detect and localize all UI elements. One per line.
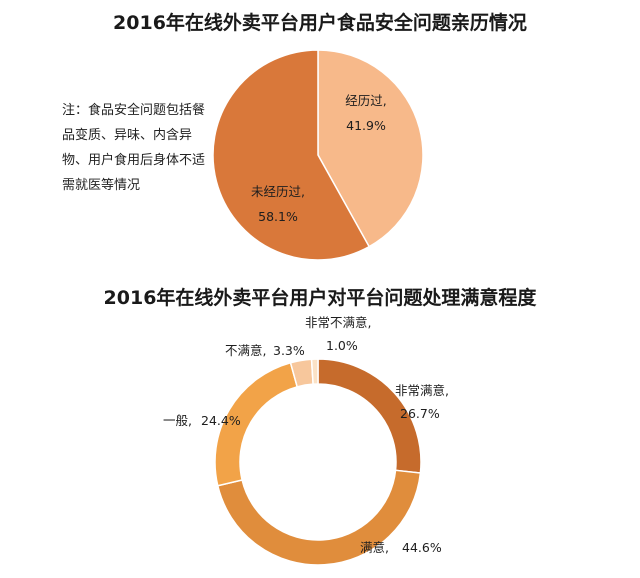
donut-value-2: 24.4% [201, 413, 241, 428]
donut-label-0: 非常满意, [395, 383, 449, 398]
donut-label-3: 不满意, [225, 343, 266, 358]
pie-slice-label-0: 经历过, [345, 93, 386, 108]
pie-slice-0 [317, 49, 424, 248]
pie-slice-1 [212, 49, 371, 261]
donut-value-0: 26.7% [400, 406, 440, 421]
pie-slice-label-1: 未经历过, [251, 184, 305, 199]
chart-title-satisfaction: 2016年在线外卖平台用户对平台问题处理满意程度 [103, 287, 537, 309]
pie-slice-value-1: 58.1% [258, 209, 298, 224]
chart-title-food-safety: 2016年在线外卖平台用户食品安全问题亲历情况 [113, 12, 527, 34]
donut-label-1: 满意, [360, 540, 389, 555]
donut-label-4: 非常不满意, [305, 315, 371, 330]
donut-value-1: 44.6% [402, 540, 442, 555]
pie-slice-value-0: 41.9% [346, 118, 386, 133]
donut-value-3: 3.3% [273, 343, 305, 358]
donut-value-4: 1.0% [326, 338, 358, 353]
donut-slice-4 [310, 358, 319, 385]
donut-label-2: 一般, [163, 413, 192, 428]
chart-note: 注：食品安全问题包括餐品变质、异味、内含异物、用户食用后身体不适需就医等情况 [62, 103, 206, 193]
donut-slice-1 [216, 469, 422, 566]
